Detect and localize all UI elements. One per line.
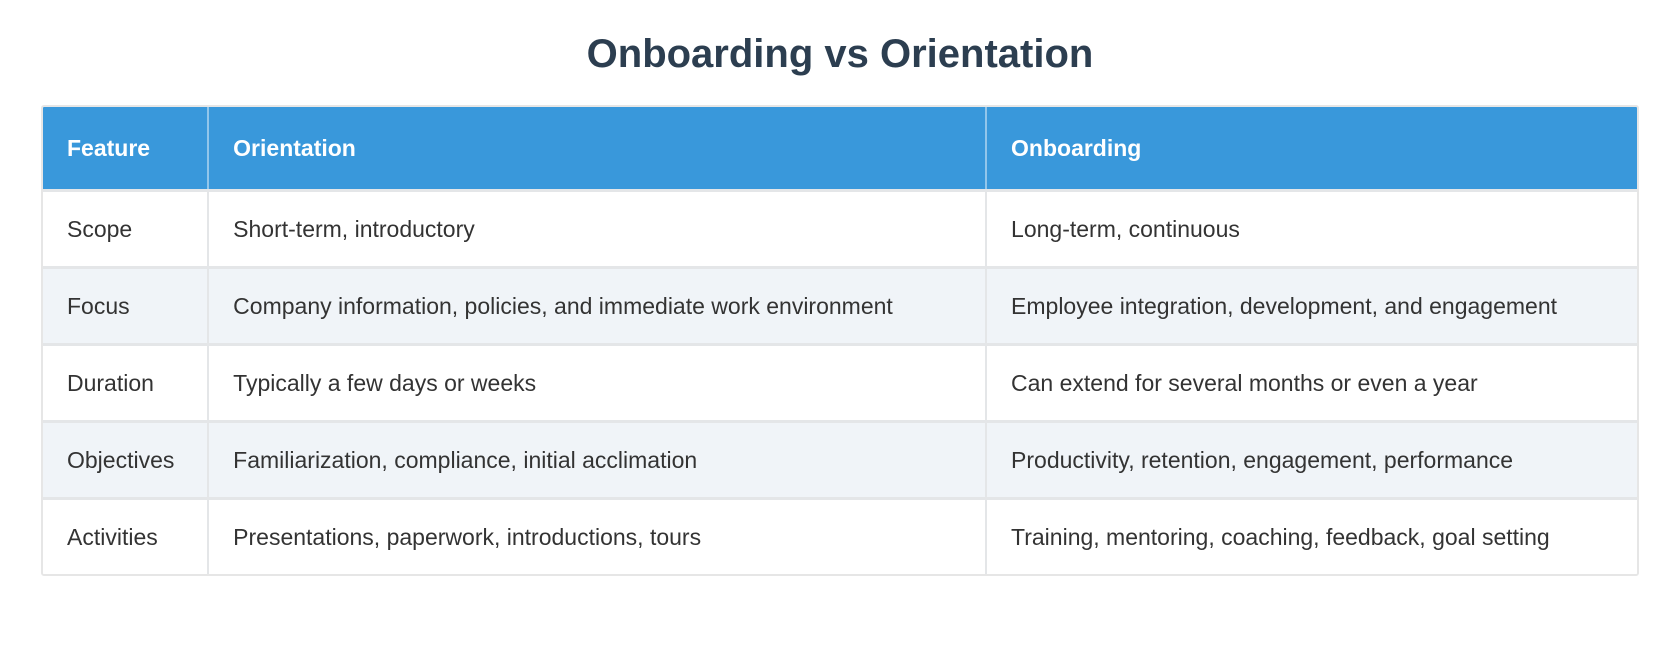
table-row: Activities Presentations, paperwork, int… (43, 497, 1637, 574)
orientation-cell: Presentations, paperwork, introductions,… (207, 497, 986, 574)
orientation-cell: Short-term, introductory (207, 189, 986, 266)
table-body: Scope Short-term, introductory Long-term… (43, 189, 1637, 574)
onboarding-cell: Can extend for several months or even a … (985, 343, 1637, 420)
column-header-onboarding: Onboarding (985, 107, 1637, 189)
onboarding-cell: Long-term, continuous (985, 189, 1637, 266)
feature-cell: Scope (43, 189, 208, 266)
onboarding-cell: Employee integration, development, and e… (985, 266, 1637, 343)
comparison-table-container: Feature Orientation Onboarding Scope Sho… (41, 105, 1639, 576)
orientation-cell: Typically a few days or weeks (207, 343, 986, 420)
header-row: Feature Orientation Onboarding (43, 107, 1637, 189)
orientation-cell: Familiarization, compliance, initial acc… (207, 420, 986, 497)
feature-cell: Duration (43, 343, 208, 420)
page-title: Onboarding vs Orientation (586, 32, 1094, 76)
comparison-table: Feature Orientation Onboarding Scope Sho… (43, 107, 1637, 574)
table-row: Duration Typically a few days or weeks C… (43, 343, 1637, 420)
feature-cell: Focus (43, 266, 208, 343)
table-row: Objectives Familiarization, compliance, … (43, 420, 1637, 497)
feature-cell: Objectives (43, 420, 208, 497)
onboarding-cell: Productivity, retention, engagement, per… (985, 420, 1637, 497)
feature-cell: Activities (43, 497, 208, 574)
table-row: Scope Short-term, introductory Long-term… (43, 189, 1637, 266)
column-header-feature: Feature (43, 107, 208, 189)
table-row: Focus Company information, policies, and… (43, 266, 1637, 343)
column-header-orientation: Orientation (207, 107, 986, 189)
onboarding-cell: Training, mentoring, coaching, feedback,… (985, 497, 1637, 574)
orientation-cell: Company information, policies, and immed… (207, 266, 986, 343)
